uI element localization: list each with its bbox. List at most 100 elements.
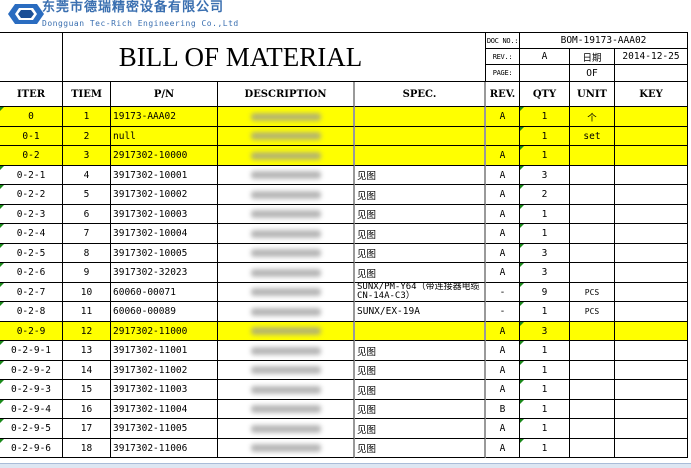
table-cell-rev[interactable]: B <box>486 400 520 419</box>
column-header-pn[interactable]: P/N <box>111 82 218 107</box>
table-cell-qty[interactable]: 1 <box>520 127 570 146</box>
table-cell-iter[interactable]: 0-2-9-6 <box>0 439 63 458</box>
table-cell-qty[interactable]: 3 <box>520 263 570 283</box>
table-cell-key[interactable] <box>615 341 688 361</box>
table-cell-pn[interactable]: null <box>111 127 218 146</box>
table-cell-desc[interactable] <box>218 419 355 439</box>
table-cell-iter[interactable]: 0-2-6 <box>0 263 63 283</box>
table-cell-iter[interactable]: 0-2-9-4 <box>0 400 63 419</box>
table-cell-rev[interactable]: A <box>486 146 520 166</box>
table-cell-iter[interactable]: 0-2-1 <box>0 166 63 185</box>
table-cell-iter[interactable]: 0-2-9-2 <box>0 361 63 380</box>
table-cell-unit[interactable] <box>570 322 615 341</box>
table-cell-pn[interactable]: 60060-00071 <box>111 283 218 302</box>
table-cell-iter[interactable]: 0-2-8 <box>0 302 63 322</box>
table-cell-pn[interactable]: 3917302-10005 <box>111 244 218 263</box>
table-cell-desc[interactable] <box>218 166 355 185</box>
table-cell-item[interactable]: 6 <box>63 205 111 224</box>
table-cell-rev[interactable] <box>486 127 520 146</box>
table-cell-item[interactable]: 9 <box>63 263 111 283</box>
table-cell-unit[interactable] <box>570 361 615 380</box>
table-cell-item[interactable]: 13 <box>63 341 111 361</box>
table-cell-rev[interactable]: - <box>486 302 520 322</box>
table-cell-qty[interactable]: 1 <box>520 146 570 166</box>
table-cell-iter[interactable]: 0-2 <box>0 146 63 166</box>
table-cell-item[interactable]: 11 <box>63 302 111 322</box>
table-cell-desc[interactable] <box>218 224 355 244</box>
table-cell-iter[interactable]: 0-2-2 <box>0 185 63 205</box>
column-header-iter[interactable]: ITER <box>0 82 63 107</box>
column-header-tiem[interactable]: TIEM <box>63 82 111 107</box>
table-cell-spec[interactable] <box>355 146 486 166</box>
table-cell-key[interactable] <box>615 224 688 244</box>
table-cell-desc[interactable] <box>218 205 355 224</box>
table-cell-desc[interactable] <box>218 127 355 146</box>
table-cell-unit[interactable] <box>570 400 615 419</box>
table-cell-iter[interactable]: 0-2-7 <box>0 283 63 302</box>
table-cell-pn[interactable]: 3917302-11003 <box>111 380 218 400</box>
table-cell-unit[interactable]: set <box>570 127 615 146</box>
table-cell-qty[interactable]: 2 <box>520 185 570 205</box>
table-cell-pn[interactable]: 3917302-10004 <box>111 224 218 244</box>
table-cell-rev[interactable]: A <box>486 322 520 341</box>
table-cell-unit[interactable]: PCS <box>570 283 615 302</box>
table-cell-desc[interactable] <box>218 244 355 263</box>
table-cell-item[interactable]: 4 <box>63 166 111 185</box>
table-cell-key[interactable] <box>615 400 688 419</box>
table-cell-item[interactable]: 1 <box>63 107 111 127</box>
table-cell-key[interactable] <box>615 419 688 439</box>
table-cell-iter[interactable]: 0-2-9-5 <box>0 419 63 439</box>
table-cell-item[interactable]: 17 <box>63 419 111 439</box>
table-cell-iter[interactable]: 0-1 <box>0 127 63 146</box>
table-cell-rev[interactable]: A <box>486 380 520 400</box>
table-cell-item[interactable]: 5 <box>63 185 111 205</box>
table-cell-pn[interactable]: 3917302-11005 <box>111 419 218 439</box>
table-cell-spec[interactable]: 见图 <box>355 224 486 244</box>
table-cell-key[interactable] <box>615 107 688 127</box>
table-cell-qty[interactable]: 3 <box>520 166 570 185</box>
table-cell-desc[interactable] <box>218 302 355 322</box>
table-cell-rev[interactable]: A <box>486 244 520 263</box>
table-cell-key[interactable] <box>615 185 688 205</box>
table-cell-qty[interactable]: 1 <box>520 439 570 458</box>
table-cell-item[interactable]: 12 <box>63 322 111 341</box>
table-cell-key[interactable] <box>615 283 688 302</box>
table-cell-qty[interactable]: 1 <box>520 419 570 439</box>
table-cell-spec[interactable] <box>355 322 486 341</box>
table-cell-qty[interactable]: 1 <box>520 302 570 322</box>
table-cell-item[interactable]: 15 <box>63 380 111 400</box>
table-cell-qty[interactable]: 1 <box>520 205 570 224</box>
table-cell-pn[interactable]: 3917302-11002 <box>111 361 218 380</box>
table-cell-unit[interactable] <box>570 146 615 166</box>
table-cell-qty[interactable]: 1 <box>520 107 570 127</box>
table-cell-desc[interactable] <box>218 341 355 361</box>
table-cell-unit[interactable] <box>570 244 615 263</box>
table-cell-rev[interactable]: A <box>486 107 520 127</box>
table-cell-qty[interactable]: 1 <box>520 400 570 419</box>
table-cell-qty[interactable]: 1 <box>520 380 570 400</box>
column-header-key[interactable]: KEY <box>615 82 688 107</box>
table-cell-pn[interactable]: 2917302-11000 <box>111 322 218 341</box>
table-cell-rev[interactable]: A <box>486 166 520 185</box>
table-cell-desc[interactable] <box>218 107 355 127</box>
table-cell-spec[interactable]: 见图 <box>355 400 486 419</box>
table-cell-unit[interactable] <box>570 224 615 244</box>
table-cell-spec[interactable]: 见图 <box>355 263 486 283</box>
table-cell-pn[interactable]: 3917302-32023 <box>111 263 218 283</box>
table-cell-spec[interactable]: 见图 <box>355 185 486 205</box>
table-cell-desc[interactable] <box>218 146 355 166</box>
table-cell-spec[interactable]: 见图 <box>355 244 486 263</box>
table-cell-spec[interactable] <box>355 107 486 127</box>
table-cell-unit[interactable] <box>570 166 615 185</box>
table-cell-item[interactable]: 14 <box>63 361 111 380</box>
table-cell-desc[interactable] <box>218 283 355 302</box>
table-cell-rev[interactable]: A <box>486 224 520 244</box>
table-cell-unit[interactable] <box>570 205 615 224</box>
table-cell-qty[interactable]: 3 <box>520 244 570 263</box>
table-cell-rev[interactable]: A <box>486 205 520 224</box>
table-cell-spec[interactable]: 见图 <box>355 205 486 224</box>
table-cell-key[interactable] <box>615 302 688 322</box>
table-cell-pn[interactable]: 3917302-10002 <box>111 185 218 205</box>
table-cell-rev[interactable]: A <box>486 263 520 283</box>
table-cell-unit[interactable] <box>570 419 615 439</box>
